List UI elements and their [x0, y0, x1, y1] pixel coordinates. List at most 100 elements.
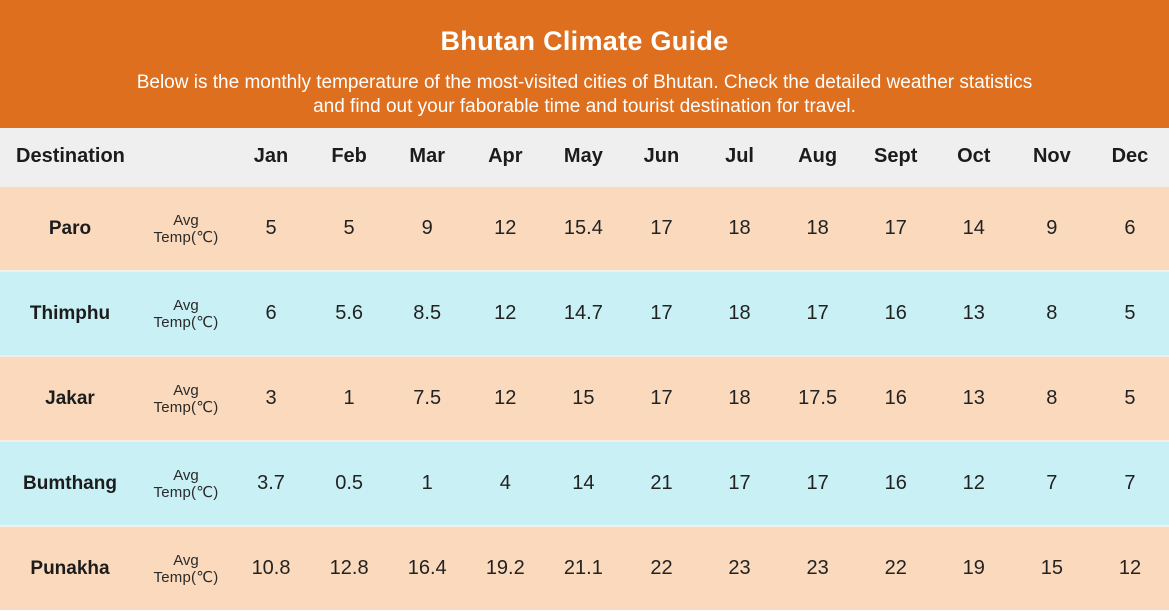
- city-name: Punakha: [30, 557, 110, 579]
- temp-cell-thimphu-jul: 18: [728, 302, 751, 324]
- month-header-may: May: [563, 145, 603, 167]
- temp-cell-bumthang-oct: 12: [962, 472, 985, 494]
- temp-cell-punakha-sept: 22: [884, 557, 907, 579]
- table-row-thimphu: Thimphu Avg Temp(℃) 6 5.6 8.5 12 14.7 17 18 17 16 13…: [0, 272, 1169, 357]
- page-subtitle-line1: Below is the monthly temperature of the …: [136, 72, 1033, 93]
- month-header-oct: Oct: [957, 145, 991, 167]
- avg-temp-label-line1: Avg: [173, 211, 199, 229]
- temp-cell-punakha-feb: 12.8: [329, 557, 369, 579]
- month-header-apr: Apr: [488, 145, 523, 167]
- temp-cell-punakha-jul: 23: [728, 557, 751, 579]
- temp-cell-thimphu-apr: 12: [494, 302, 517, 324]
- month-header-sept: Sept: [874, 145, 918, 167]
- temp-cell-thimphu-may: 14.7: [563, 302, 603, 324]
- month-header-jan: Jan: [253, 145, 289, 167]
- temp-cell-thimphu-mar: 8.5: [413, 302, 442, 324]
- temp-cell-jakar-jan: 3: [265, 387, 277, 409]
- temp-cell-punakha-nov: 15: [1040, 557, 1063, 579]
- temp-cell-punakha-dec: 12: [1118, 557, 1142, 579]
- table-row-paro: Paro Avg Temp(℃) 5 5 9 12 15.4 17 18 18 17 14 9 6: [0, 187, 1169, 272]
- page-subtitle-line2: and find out your faborable time and tou…: [313, 96, 856, 117]
- table-body: Paro Avg Temp(℃) 5 5 9 12 15.4 17 18 18 17 14 9 6 Thimp…: [0, 187, 1169, 610]
- temp-cell-jakar-apr: 12: [494, 387, 517, 409]
- table-row-jakar: Jakar Avg Temp(℃) 3 1 7.5 12 15 17 18 17.5 16 13 8 5: [0, 357, 1169, 442]
- avg-temp-label-line1: Avg: [173, 381, 199, 399]
- avg-temp-label-line2: Temp(℃): [153, 568, 219, 586]
- temp-cell-bumthang-nov: 7: [1046, 472, 1058, 494]
- temp-cell-punakha-may: 21.1: [563, 557, 603, 579]
- temp-cell-paro-jul: 18: [728, 217, 751, 239]
- temp-cell-bumthang-mar: 1: [421, 472, 433, 494]
- temp-cell-jakar-jun: 17: [650, 387, 673, 409]
- temp-cell-paro-jun: 17: [650, 217, 673, 239]
- temp-cell-bumthang-aug: 17: [806, 472, 829, 494]
- city-name: Jakar: [45, 387, 95, 409]
- temp-cell-paro-may: 15.4: [563, 217, 603, 239]
- avg-temp-label: Avg Temp(℃): [140, 382, 232, 416]
- avg-temp-label: Avg Temp(℃): [140, 552, 232, 586]
- page-title: Bhutan Climate Guide: [440, 26, 729, 56]
- temp-cell-jakar-mar: 7.5: [413, 387, 442, 409]
- month-header-nov: Nov: [1032, 145, 1071, 167]
- avg-temp-label: Avg Temp(℃): [140, 212, 232, 246]
- table-header-row: Destination Jan Feb Mar Apr May Jun Jul Aug Sept…: [0, 128, 1169, 187]
- temp-cell-jakar-dec: 5: [1124, 387, 1136, 409]
- temp-cell-thimphu-jan: 6: [265, 302, 277, 324]
- month-header-jun: Jun: [643, 145, 680, 167]
- temp-cell-thimphu-aug: 17: [806, 302, 829, 324]
- temp-cell-bumthang-sept: 16: [884, 472, 907, 494]
- month-header-mar: Mar: [409, 145, 445, 167]
- month-header-feb: Feb: [331, 145, 367, 167]
- temp-cell-thimphu-jun: 17: [650, 302, 673, 324]
- avg-temp-label-line1: Avg: [173, 466, 199, 484]
- month-header-jul: Jul: [725, 145, 754, 167]
- temp-cell-thimphu-oct: 13: [962, 302, 985, 324]
- climate-table: Destination Jan Feb Mar Apr May Jun Jul Aug Sept…: [0, 128, 1169, 610]
- city-name: Paro: [48, 217, 92, 239]
- temp-cell-jakar-jul: 18: [728, 387, 751, 409]
- table-row-bumthang: Bumthang Avg Temp(℃) 3.7 0.5 1 4 14 21 17 17 16 12 7 7: [0, 442, 1169, 527]
- temp-cell-paro-oct: 14: [962, 217, 985, 239]
- temp-cell-thimphu-dec: 5: [1124, 302, 1136, 324]
- temp-cell-punakha-jun: 22: [650, 557, 673, 579]
- avg-temp-label-line2: Temp(℃): [153, 483, 219, 501]
- avg-temp-label-line1: Avg: [173, 551, 199, 569]
- temp-cell-paro-dec: 6: [1124, 217, 1136, 239]
- temp-cell-thimphu-feb: 5.6: [335, 302, 364, 324]
- temp-cell-punakha-apr: 19.2: [485, 557, 525, 579]
- city-name: Bumthang: [23, 472, 117, 494]
- month-header-aug: Aug: [798, 145, 838, 167]
- temp-cell-jakar-aug: 17.5: [798, 387, 838, 409]
- temp-cell-bumthang-dec: 7: [1124, 472, 1136, 494]
- page-header: Bhutan Climate Guide Below is the monthl…: [0, 0, 1169, 128]
- avg-temp-label: Avg Temp(℃): [140, 467, 232, 501]
- temp-cell-punakha-oct: 19: [962, 557, 985, 579]
- temp-cell-bumthang-feb: 0.5: [335, 472, 364, 494]
- city-name: Thimphu: [29, 302, 111, 324]
- temp-cell-jakar-oct: 13: [962, 387, 985, 409]
- temp-cell-thimphu-nov: 8: [1046, 302, 1058, 324]
- table-row-punakha: Punakha Avg Temp(℃) 10.8 12.8 16.4 19.2 21.1 22 2…: [0, 527, 1169, 610]
- temp-cell-bumthang-may: 14: [572, 472, 595, 494]
- temp-cell-jakar-nov: 8: [1046, 387, 1058, 409]
- month-header-dec: Dec: [1111, 145, 1149, 167]
- temp-cell-paro-apr: 12: [494, 217, 517, 239]
- temp-cell-bumthang-apr: 4: [499, 472, 511, 494]
- temp-cell-paro-nov: 9: [1046, 217, 1058, 239]
- temp-cell-punakha-aug: 23: [806, 557, 829, 579]
- avg-temp-label: Avg Temp(℃): [140, 297, 232, 331]
- avg-temp-label-line1: Avg: [173, 296, 199, 314]
- temp-cell-jakar-feb: 1: [343, 387, 355, 409]
- destination-column-header: Destination: [16, 145, 125, 167]
- avg-temp-label-line2: Temp(℃): [153, 228, 219, 246]
- temp-cell-paro-sept: 17: [884, 217, 907, 239]
- temp-cell-bumthang-jul: 17: [728, 472, 751, 494]
- temp-cell-bumthang-jan: 3.7: [257, 472, 285, 494]
- temp-cell-paro-feb: 5: [343, 217, 355, 239]
- temp-cell-paro-jan: 5: [265, 217, 277, 239]
- temp-cell-thimphu-sept: 16: [884, 302, 907, 324]
- temp-cell-paro-mar: 9: [421, 217, 433, 239]
- temp-cell-paro-aug: 18: [806, 217, 829, 239]
- avg-temp-label-line2: Temp(℃): [153, 313, 219, 331]
